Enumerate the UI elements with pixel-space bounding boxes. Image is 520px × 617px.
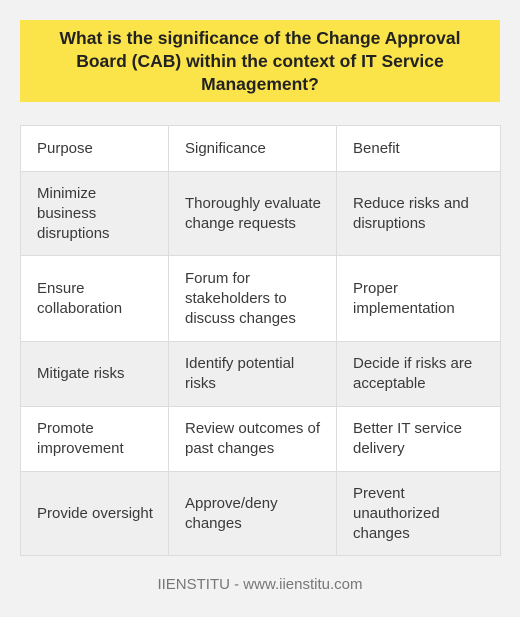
footer-credit: IIENSTITU - www.iienstitu.com bbox=[157, 576, 363, 593]
table-cell: Identify potential risks bbox=[168, 341, 337, 407]
table-cell: Review outcomes of past changes bbox=[168, 406, 337, 472]
cab-table: Purpose Significance Benefit Minimize bu… bbox=[20, 125, 501, 556]
header-cell-purpose: Purpose bbox=[20, 125, 169, 172]
table-cell: Thoroughly evaluate change requests bbox=[168, 171, 337, 256]
page-title: What is the significance of the Change A… bbox=[59, 27, 461, 94]
table-cell: Ensure collaboration bbox=[20, 255, 169, 342]
table-cell: Prevent unauthorized changes bbox=[336, 471, 501, 556]
header-cell-significance: Significance bbox=[168, 125, 337, 172]
table-cell: Decide if risks are acceptable bbox=[336, 341, 501, 407]
table-cell: Better IT service delivery bbox=[336, 406, 501, 472]
table-cell: Approve/deny changes bbox=[168, 471, 337, 556]
table-cell: Provide oversight bbox=[20, 471, 169, 556]
table-cell: Proper implementation bbox=[336, 255, 501, 342]
title-banner: What is the significance of the Change A… bbox=[20, 20, 500, 102]
table-row: Ensure collaboration Forum for stakehold… bbox=[20, 255, 501, 342]
table-cell: Minimize business disruptions bbox=[20, 171, 169, 256]
table-cell: Promote improvement bbox=[20, 406, 169, 472]
table-row: Provide oversight Approve/deny changes P… bbox=[20, 471, 501, 556]
table-row: Mitigate risks Identify potential risks … bbox=[20, 341, 501, 407]
table-row: Minimize business disruptions Thoroughly… bbox=[20, 171, 501, 256]
table-cell: Forum for stakeholders to discuss change… bbox=[168, 255, 337, 342]
table-header-row: Purpose Significance Benefit bbox=[20, 125, 501, 172]
table-row: Promote improvement Review outcomes of p… bbox=[20, 406, 501, 472]
table-cell: Reduce risks and disruptions bbox=[336, 171, 501, 256]
table-cell: Mitigate risks bbox=[20, 341, 169, 407]
header-cell-benefit: Benefit bbox=[336, 125, 501, 172]
